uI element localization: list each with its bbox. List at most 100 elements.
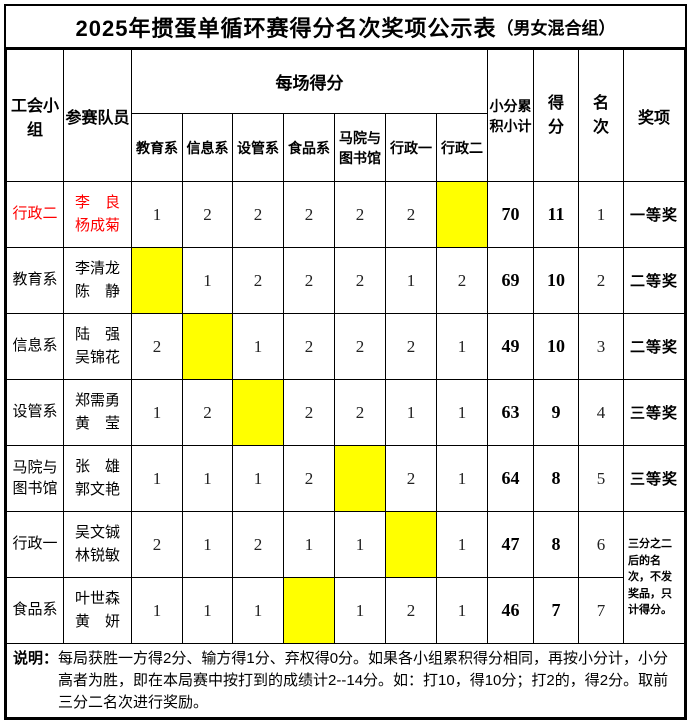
self-match-cell xyxy=(334,445,386,512)
rank-value: 6 xyxy=(578,511,625,578)
match-score-cell: 1 xyxy=(232,313,284,380)
match-score-cell: 1 xyxy=(334,511,386,578)
title-suffix: （男女混合组） xyxy=(496,19,616,38)
match-score-cell: 1 xyxy=(385,247,437,314)
group-name: 设管系 xyxy=(6,379,64,446)
self-match-cell xyxy=(385,511,437,578)
group-name: 信息系 xyxy=(6,313,64,380)
match-score-cell: 1 xyxy=(232,445,284,512)
col-header-score-label: 得分 xyxy=(548,94,565,136)
col-header-opponent-2: 设管系 xyxy=(232,113,284,182)
match-score-cell: 2 xyxy=(385,313,437,380)
match-score-cell: 1 xyxy=(385,379,437,446)
team-row-食品系: 食品系 叶世森 黄 妍 1 1 1 1 2 1 46 7 7 xyxy=(6,577,685,644)
match-score-cell: 1 xyxy=(131,577,183,644)
page-title: 2025年掼蛋单循环赛得分名次奖项公示表 （男女混合组） xyxy=(6,6,685,49)
merged-award-note: 三分之二后的名次，不发奖品，只计得分。 xyxy=(623,511,685,644)
subtotal-value: 47 xyxy=(487,511,535,578)
match-score-cell: 2 xyxy=(283,247,335,314)
col-header-opponent-3: 食品系 xyxy=(283,113,335,182)
self-match-cell xyxy=(232,379,284,446)
note-row: 说明： 每局获胜一方得2分、输方得1分、弃权得0分。如果各小组累积得分相同，再按… xyxy=(6,642,685,719)
players-names: 李 良 杨成菊 xyxy=(63,181,132,248)
match-score-cell: 1 xyxy=(435,577,489,644)
subtotal-value: 69 xyxy=(487,247,535,314)
match-score-cell: 2 xyxy=(385,445,437,512)
rank-value: 5 xyxy=(578,445,625,512)
total-score-value: 8 xyxy=(533,445,580,512)
rank-value: 3 xyxy=(578,313,625,380)
match-score-cell: 1 xyxy=(182,247,233,314)
award-value: 三等奖 xyxy=(623,445,685,512)
players-names: 吴文铖 林锐敏 xyxy=(63,511,132,578)
match-score-cell: 1 xyxy=(131,181,183,248)
col-header-group: 工会小组 xyxy=(6,49,64,182)
self-match-cell xyxy=(131,247,183,314)
match-score-cell: 1 xyxy=(435,445,489,512)
header-row-top: 工会小组 参赛队员 每场得分 小分累积小计 得分 名次 奖项 xyxy=(6,49,685,182)
subtotal-value: 70 xyxy=(487,181,535,248)
header-row-opponents: 教育系 信息系 设管系 食品系 马院与图书馆 行政一 行政二 xyxy=(7,113,685,182)
match-score-cell: 2 xyxy=(334,247,386,314)
award-value: 二等奖 xyxy=(623,313,685,380)
match-score-cell: 2 xyxy=(283,445,335,512)
match-score-cell: 1 xyxy=(232,577,284,644)
self-match-cell xyxy=(283,577,335,644)
match-score-cell: 2 xyxy=(131,313,183,380)
match-score-cell: 2 xyxy=(283,313,335,380)
match-score-cell: 2 xyxy=(385,181,437,248)
players-names: 郑需勇 黄 莹 xyxy=(63,379,132,446)
award-value: 一等奖 xyxy=(623,181,685,248)
match-score-cell: 2 xyxy=(232,511,284,578)
match-score-cell: 2 xyxy=(232,181,284,248)
match-score-cell: 1 xyxy=(131,379,183,446)
match-score-cell: 1 xyxy=(435,379,489,446)
group-name: 行政二 xyxy=(6,181,64,248)
players-names: 张 雄 郭文艳 xyxy=(63,445,132,512)
match-score-cell: 2 xyxy=(283,379,335,446)
match-score-cell: 2 xyxy=(334,379,386,446)
match-score-cell: 2 xyxy=(334,181,386,248)
col-header-players: 参赛队员 xyxy=(63,49,132,182)
match-score-cell: 2 xyxy=(182,181,233,248)
col-header-rank: 名次 xyxy=(578,49,625,182)
group-name: 行政一 xyxy=(6,511,64,578)
match-score-cell: 2 xyxy=(283,181,335,248)
match-score-cell: 2 xyxy=(131,511,183,578)
col-header-opponent-5: 行政一 xyxy=(385,113,437,182)
players-names: 叶世森 黄 妍 xyxy=(63,577,132,644)
total-score-value: 11 xyxy=(533,181,580,248)
col-header-per-match: 每场得分 xyxy=(130,49,489,114)
results-table: 工会小组 参赛队员 每场得分 小分累积小计 得分 名次 奖项 教育系 信息系 设… xyxy=(6,49,685,719)
match-score-cell: 2 xyxy=(182,379,233,446)
match-score-cell: 1 xyxy=(435,313,489,380)
match-score-cell: 1 xyxy=(182,577,233,644)
players-names: 李清龙 陈 静 xyxy=(63,247,132,314)
match-score-cell: 2 xyxy=(334,313,386,380)
team-row-信息系: 信息系陆 强 吴锦花 2 1 2 2 2 1 49 10 3 二等奖 xyxy=(6,313,685,380)
self-match-cell xyxy=(182,313,233,380)
col-header-score: 得分 xyxy=(533,49,580,182)
match-score-cell: 1 xyxy=(283,511,335,578)
col-header-opponent-6: 行政二 xyxy=(435,113,489,182)
col-header-award: 奖项 xyxy=(623,49,685,182)
col-header-subtotal: 小分累积小计 xyxy=(487,49,535,182)
players-names: 陆 强 吴锦花 xyxy=(63,313,132,380)
total-score-value: 9 xyxy=(533,379,580,446)
match-score-cell: 1 xyxy=(182,445,233,512)
total-score-value: 8 xyxy=(533,511,580,578)
match-score-cell: 1 xyxy=(435,511,489,578)
col-header-opponent-0: 教育系 xyxy=(131,113,183,182)
subtotal-value: 46 xyxy=(487,577,535,644)
group-name: 教育系 xyxy=(6,247,64,314)
col-header-opponent-4: 马院与图书馆 xyxy=(334,113,386,182)
rank-value: 4 xyxy=(578,379,625,446)
total-score-value: 10 xyxy=(533,313,580,380)
match-score-cell: 2 xyxy=(435,247,489,314)
rank-value: 7 xyxy=(578,577,625,644)
team-row-行政二: 行政二李 良 杨成菊 1 2 2 2 2 2 70 11 1 一等奖 xyxy=(6,181,685,248)
subtotal-value: 49 xyxy=(487,313,535,380)
team-row-设管系: 设管系 郑需勇 黄 莹 1 2 2 2 1 1 63 9 4 三等奖 xyxy=(6,379,685,446)
col-header-rank-label: 名次 xyxy=(593,94,610,136)
